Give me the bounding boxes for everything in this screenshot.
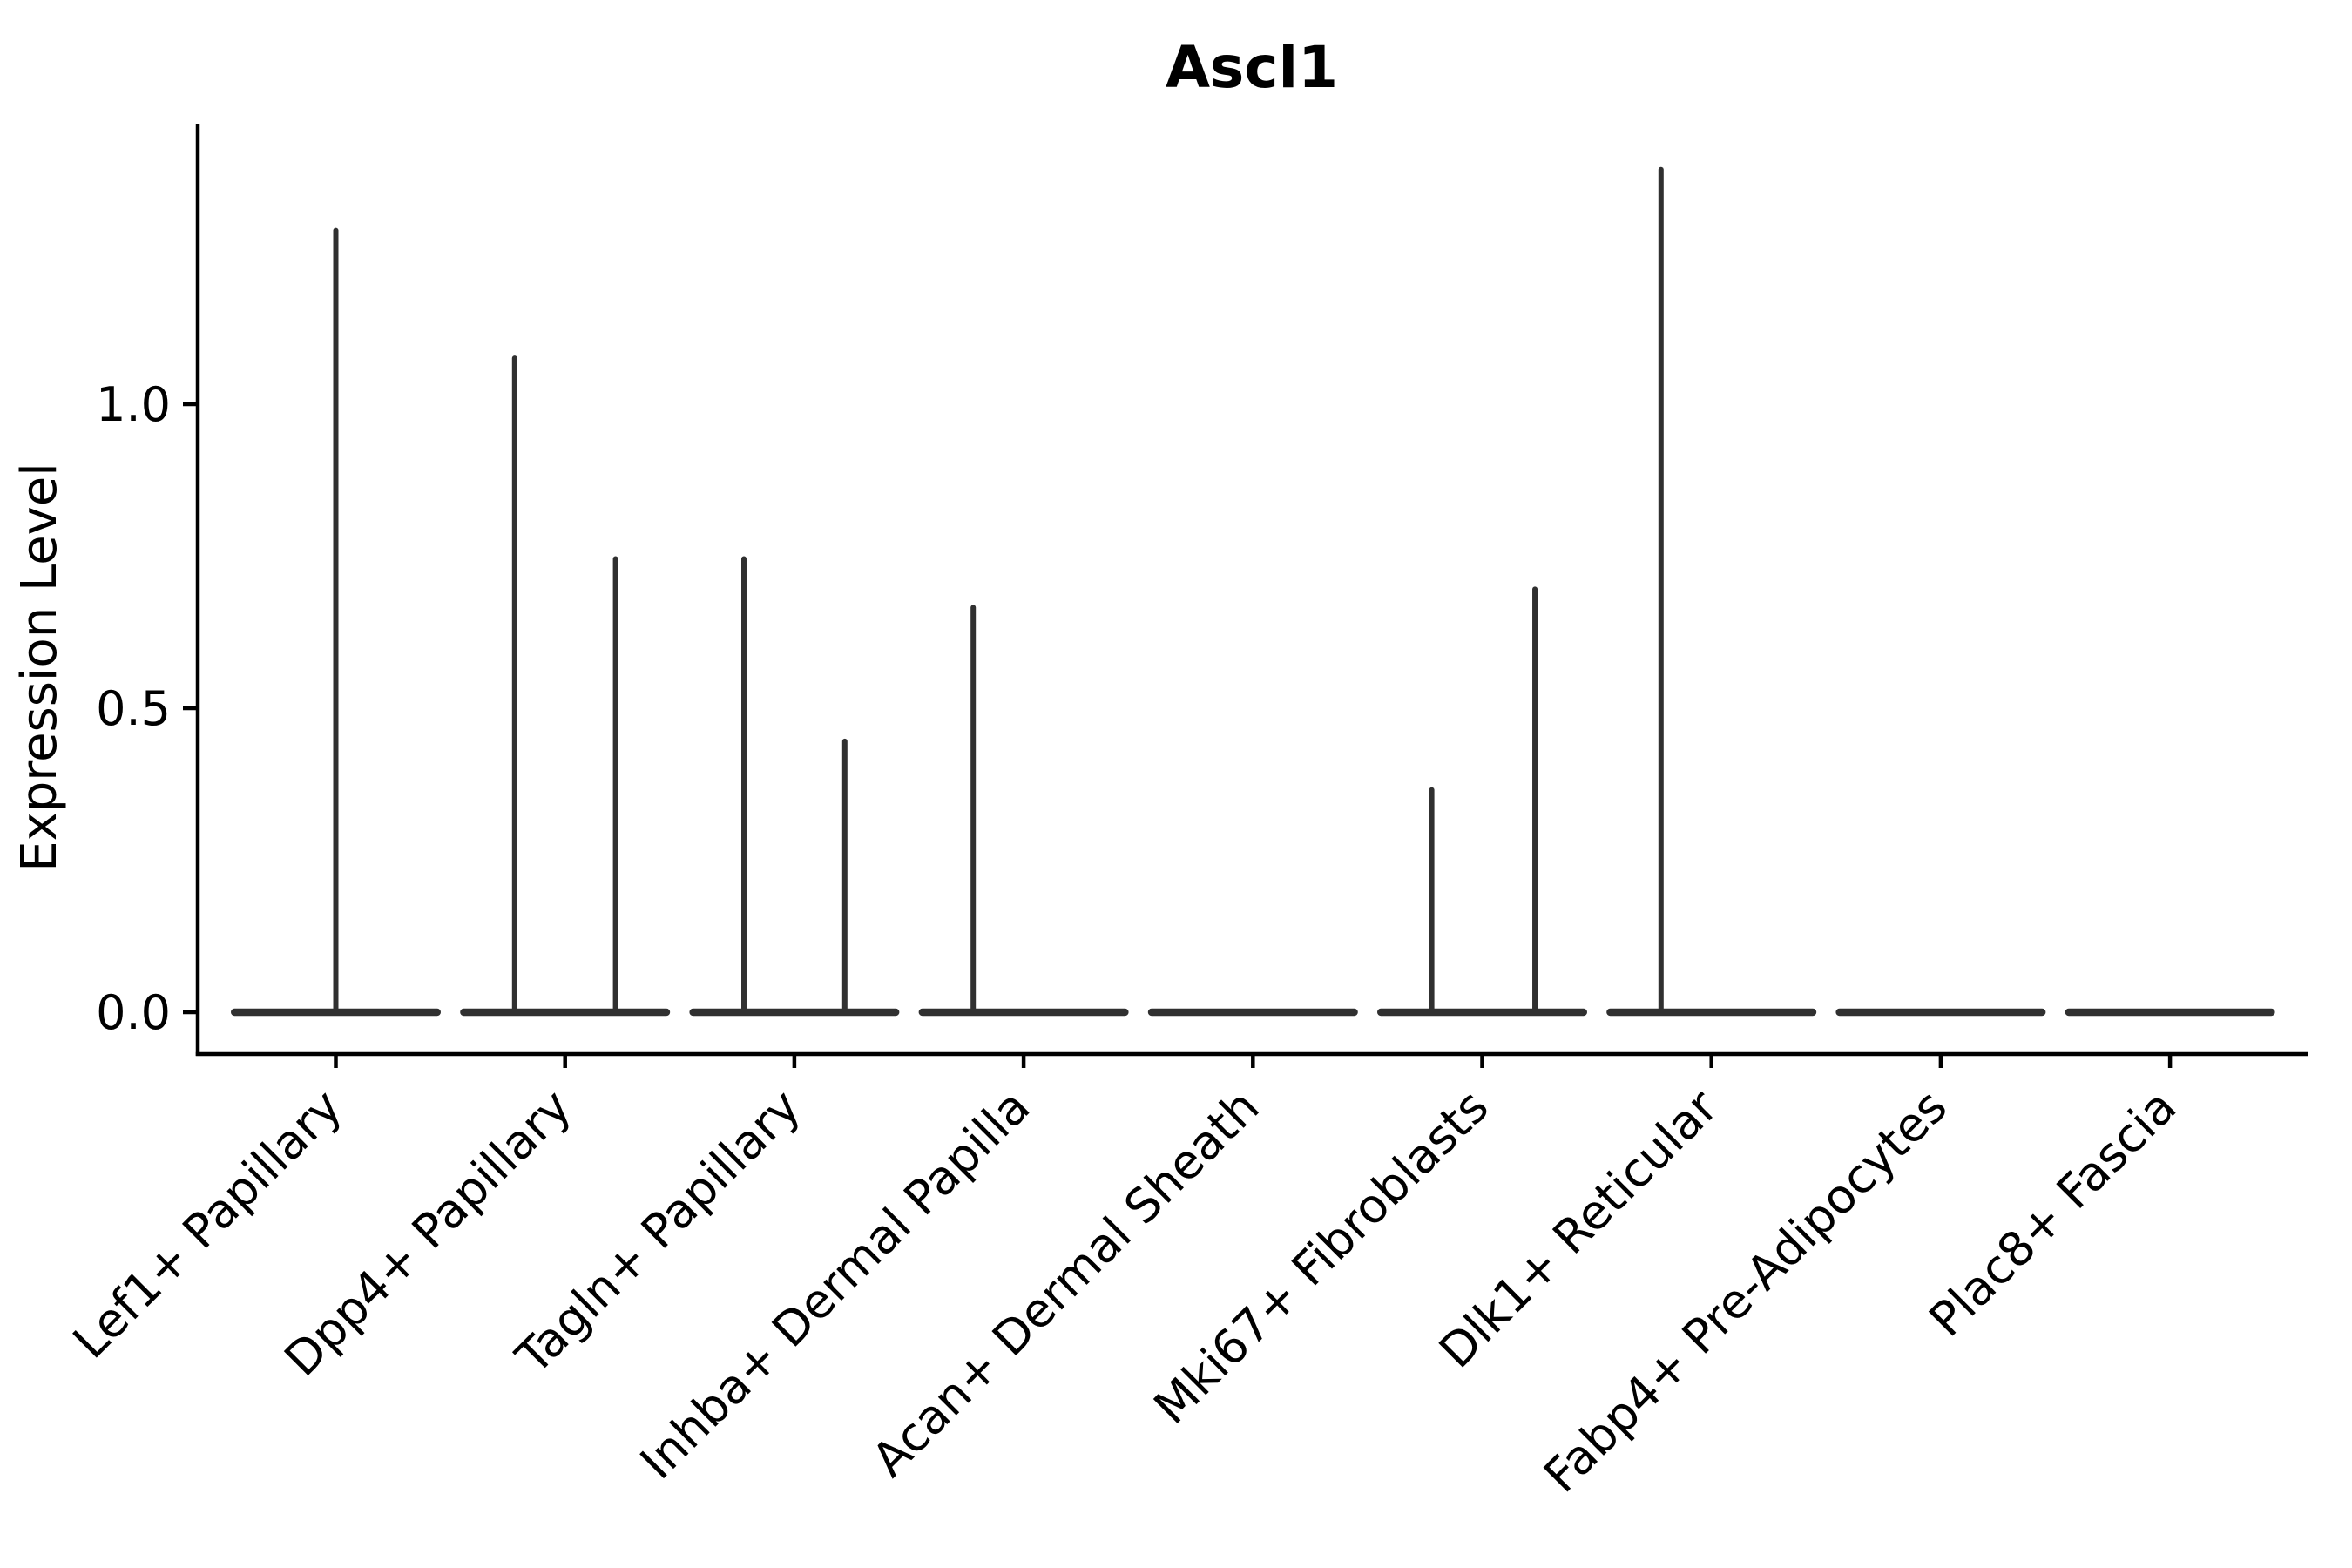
violin-baseline <box>460 1008 671 1017</box>
violin <box>689 556 900 1017</box>
violin <box>2065 1008 2275 1017</box>
y-tick-label: 1.0 <box>96 377 171 432</box>
chart-title: Ascl1 <box>1166 34 1338 101</box>
violin <box>1835 1008 2046 1017</box>
violin-baseline <box>1606 1008 1817 1017</box>
violin-baseline <box>1377 1008 1587 1017</box>
x-tick-label: Inhba+ Dermal Papilla <box>630 1079 1040 1490</box>
violin <box>460 355 671 1017</box>
violin <box>918 605 1129 1017</box>
violins-group <box>231 166 2275 1017</box>
violin <box>1377 586 1587 1017</box>
violin <box>1147 1008 1358 1017</box>
x-tick-label: Fabp4+ Pre-Adipocytes <box>1533 1079 1957 1504</box>
x-tick-label: Plac8+ Fascia <box>1919 1079 2187 1348</box>
violin <box>1606 166 1817 1017</box>
x-tick-label: Acan+ Dermal Sheath <box>862 1079 1269 1487</box>
y-tick-label: 0.5 <box>96 681 171 736</box>
y-axis-label: Expression Level <box>11 463 68 872</box>
violin-baseline <box>918 1008 1129 1017</box>
violin <box>231 227 441 1017</box>
violin-baseline <box>2065 1008 2275 1017</box>
violin-baseline <box>1835 1008 2046 1017</box>
y-axis-ticks: 0.0 0.5 1.0 <box>96 377 198 1040</box>
violin-baseline <box>1147 1008 1358 1017</box>
violin-baseline <box>231 1008 441 1017</box>
y-tick-label: 0.0 <box>96 985 171 1040</box>
violin-baseline <box>689 1008 900 1017</box>
